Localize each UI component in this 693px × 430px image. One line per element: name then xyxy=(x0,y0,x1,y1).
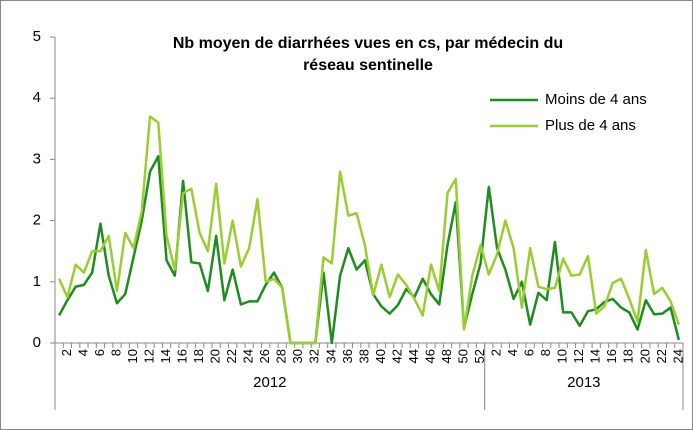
x-tick-label: 24 xyxy=(241,349,256,363)
y-tick-label: 5 xyxy=(33,28,41,45)
group-label: 2012 xyxy=(253,374,286,391)
x-tick-label: 16 xyxy=(175,349,190,363)
y-tick-label: 3 xyxy=(33,150,41,167)
x-tick-label: 28 xyxy=(274,349,289,363)
y-tick-label: 4 xyxy=(33,89,41,106)
x-tick-label: 8 xyxy=(108,349,123,356)
x-tick-label: 48 xyxy=(439,349,454,363)
chart-title: Nb moyen de diarrhées vues en cs, par mé… xyxy=(173,35,563,52)
x-tick-label: 10 xyxy=(125,349,140,363)
x-tick-label: 38 xyxy=(356,349,371,363)
x-tick-label: 22 xyxy=(224,349,239,363)
x-tick-label: 18 xyxy=(621,349,636,363)
legend-label: Moins de 4 ans xyxy=(545,91,647,108)
x-tick-label: 42 xyxy=(389,349,404,363)
x-tick-label: 18 xyxy=(191,349,206,363)
x-tick-label: 4 xyxy=(75,349,90,356)
x-tick-label: 24 xyxy=(670,349,685,363)
x-tick-label: 22 xyxy=(654,349,669,363)
x-tick-label: 6 xyxy=(92,349,107,356)
x-tick-label: 26 xyxy=(257,349,272,363)
x-tick-label: 6 xyxy=(522,349,537,356)
x-tick-label: 2 xyxy=(59,349,74,356)
group-label: 2013 xyxy=(567,374,600,391)
x-tick-label: 52 xyxy=(472,349,487,363)
x-tick-label: 36 xyxy=(340,349,355,363)
x-tick-label: 20 xyxy=(637,349,652,363)
x-tick-label: 50 xyxy=(455,349,470,363)
x-tick-label: 44 xyxy=(406,349,421,363)
series-line xyxy=(57,115,681,345)
x-tick-label: 4 xyxy=(505,349,520,356)
x-tick-label: 46 xyxy=(422,349,437,363)
x-tick-label: 34 xyxy=(323,349,338,363)
legend-label: Plus de 4 ans xyxy=(545,117,636,134)
x-tick-label: 20 xyxy=(208,349,223,363)
y-tick-label: 2 xyxy=(33,212,41,229)
x-tick-label: 12 xyxy=(141,349,156,363)
x-tick-label: 8 xyxy=(538,349,553,356)
x-tick-label: 14 xyxy=(588,349,603,363)
x-tick-label: 32 xyxy=(307,349,322,363)
x-tick-label: 30 xyxy=(290,349,305,363)
y-tick-label: 0 xyxy=(33,334,41,351)
y-tick-label: 1 xyxy=(33,273,41,290)
chart-title: réseau sentinelle xyxy=(303,57,433,74)
x-tick-label: 12 xyxy=(571,349,586,363)
x-tick-label: 40 xyxy=(373,349,388,363)
x-tick-label: 16 xyxy=(604,349,619,363)
x-tick-label: 14 xyxy=(158,349,173,363)
x-tick-label: 10 xyxy=(555,349,570,363)
x-tick-label: 2 xyxy=(489,349,504,356)
